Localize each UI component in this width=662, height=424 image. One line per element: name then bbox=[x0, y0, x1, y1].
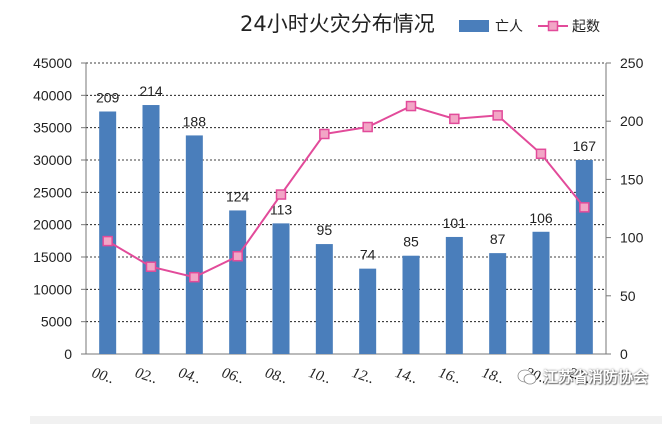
y-left-tick-label: 20000 bbox=[33, 217, 72, 233]
y-left-tick-label: 40000 bbox=[33, 87, 72, 103]
wechat-icon bbox=[517, 369, 537, 385]
bar bbox=[142, 105, 160, 355]
y-left-tick-label: 45000 bbox=[33, 55, 72, 71]
line-point bbox=[405, 100, 417, 112]
line-point bbox=[449, 113, 460, 125]
line-point bbox=[145, 261, 157, 272]
y-right-tick-label: 250 bbox=[620, 55, 644, 71]
bar bbox=[315, 244, 333, 354]
x-tick-label: 22.. bbox=[566, 365, 592, 387]
bar-data-label: 74 bbox=[360, 247, 376, 263]
bar-data-label: 113 bbox=[270, 201, 293, 217]
x-tick-label: 04.. bbox=[176, 365, 202, 387]
watermark-text: 江苏省消防协会 bbox=[543, 368, 649, 386]
line-point bbox=[535, 148, 547, 160]
bar-data-label: 214 bbox=[139, 83, 163, 99]
y-left-tick-label: 0 bbox=[64, 346, 72, 362]
legend-marker bbox=[547, 20, 559, 32]
bar-data-label: 106 bbox=[529, 210, 553, 226]
bar bbox=[185, 135, 203, 354]
bar bbox=[402, 255, 420, 354]
bar bbox=[445, 236, 463, 354]
y-left-tick-label: 10000 bbox=[33, 281, 72, 297]
line-point bbox=[319, 128, 330, 140]
legend-bar-swatch bbox=[459, 20, 489, 32]
legend-label: 起数 bbox=[572, 19, 600, 35]
y-left-tick-label: 25000 bbox=[33, 184, 72, 200]
bar-data-label: 95 bbox=[317, 222, 333, 238]
bottom-band bbox=[30, 416, 662, 424]
y-right-tick-label: 150 bbox=[620, 171, 644, 187]
y-right-tick-label: 100 bbox=[620, 230, 644, 246]
x-tick-label: 08.. bbox=[263, 365, 289, 387]
line-point bbox=[275, 189, 287, 200]
bar bbox=[229, 210, 247, 354]
x-tick-label: 18.. bbox=[480, 365, 506, 387]
y-left-tick-label: 15000 bbox=[33, 249, 72, 265]
y-left-tick-label: 5000 bbox=[41, 314, 72, 330]
x-tick-label: 00.. bbox=[90, 365, 116, 387]
y-left-tick-label: 30000 bbox=[33, 152, 72, 168]
y-left-tick-label: 35000 bbox=[33, 120, 72, 136]
y-right-tick-label: 0 bbox=[620, 346, 628, 362]
x-tick-label: 14.. bbox=[393, 365, 419, 387]
x-tick-label: 12.. bbox=[350, 365, 376, 387]
legend-label: 亡人 bbox=[495, 19, 523, 35]
line-point bbox=[579, 202, 590, 213]
watermark: 江苏省消防协会 bbox=[517, 366, 648, 387]
bar-data-label: 188 bbox=[183, 113, 207, 129]
x-tick-label: 10.. bbox=[306, 365, 332, 387]
chart-title: 24小时火灾分布情况 bbox=[240, 12, 435, 36]
bar bbox=[575, 160, 593, 354]
bar bbox=[532, 231, 550, 354]
bar-data-label: 209 bbox=[96, 90, 120, 106]
line-point bbox=[232, 250, 243, 262]
bar-data-label: 167 bbox=[573, 138, 597, 154]
bar bbox=[99, 111, 117, 354]
bar-data-label: 124 bbox=[226, 188, 250, 204]
line-point bbox=[492, 110, 503, 121]
line-series bbox=[107, 104, 586, 279]
bar bbox=[272, 223, 290, 354]
line-point bbox=[189, 271, 200, 283]
line-point bbox=[362, 121, 373, 133]
bar-data-label: 85 bbox=[403, 234, 419, 250]
bar bbox=[489, 253, 507, 354]
bar-data-label: 87 bbox=[490, 231, 506, 247]
x-tick-label: 06.. bbox=[220, 365, 246, 387]
y-right-tick-label: 200 bbox=[620, 113, 644, 129]
y-right-tick-label: 50 bbox=[620, 288, 636, 304]
x-tick-label: 16.. bbox=[436, 365, 462, 387]
x-tick-label: 02.. bbox=[133, 365, 159, 387]
bar bbox=[359, 268, 377, 354]
line-point bbox=[102, 235, 113, 247]
bar-data-label: 101 bbox=[443, 215, 467, 231]
